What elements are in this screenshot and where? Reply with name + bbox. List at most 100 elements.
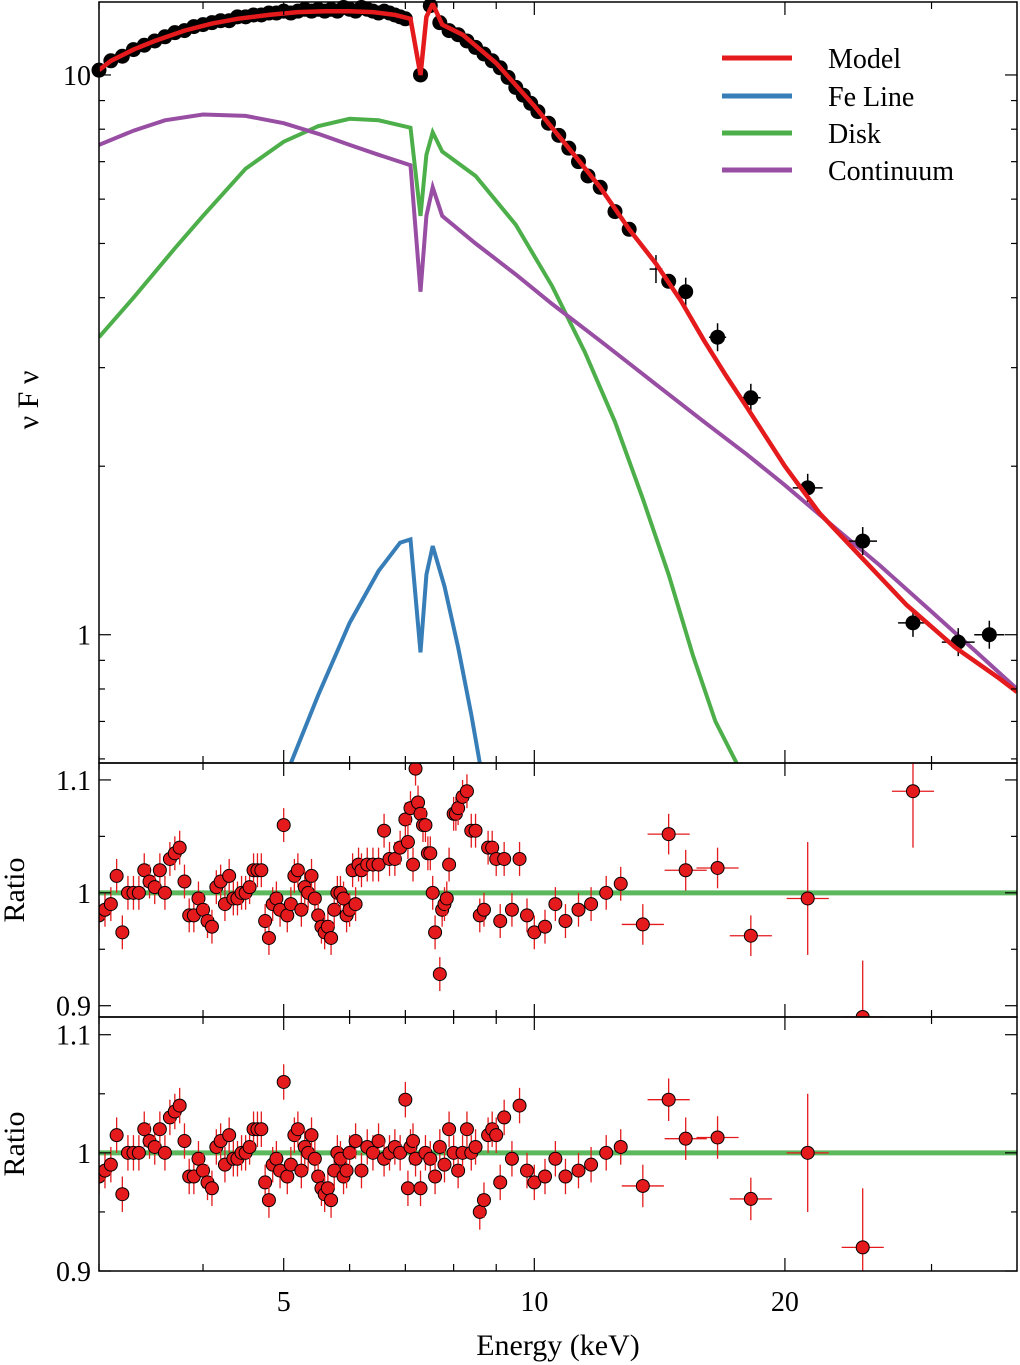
ratio-point [348,897,363,912]
legend-label-disk: Disk [828,119,881,150]
ratio-point [413,1181,428,1196]
ratio-point [398,1092,413,1107]
ratio-point [258,1175,273,1190]
ratio-point [613,876,628,891]
ratio-point [242,880,257,895]
ratio-point [393,1145,408,1160]
legend-label-continuum: Continuum [828,156,954,187]
ratio-point [242,1139,257,1154]
ratio-point [497,851,512,866]
ratio-2-points [99,1064,884,1271]
ratio-point [459,1122,474,1137]
ratio-point [489,1128,504,1143]
ratio-point [339,1163,354,1178]
ratio-point [115,1187,130,1202]
ratio-point [354,1163,369,1178]
ratio-point [635,917,650,932]
x-tick-label: 5 [277,1287,291,1318]
ratio-point [304,868,319,883]
ratio-point [311,1169,326,1184]
ratio-point [371,857,386,872]
ratio-point [406,1134,421,1149]
ratio-point [613,1139,628,1154]
ratio-point [512,851,527,866]
ratio-point [584,897,599,912]
legend: Model Fe Line Disk Continuum [722,44,954,187]
ratio-2-y-tick-label: 1.1 [56,1021,91,1052]
ratio-point [348,1134,363,1149]
ratio-point [423,846,438,861]
ratio-point [103,897,118,912]
ratio-point [442,857,457,872]
ratio-point [411,795,426,810]
ratio-point [377,823,392,838]
data-point [678,284,694,300]
ratio-point [152,863,167,878]
spectrum-y-tick-label: 1 [77,621,91,652]
spectrum-data-points [91,0,1017,694]
ratio-point [855,1010,870,1017]
ratio-point [157,1145,172,1160]
ratio-1-axis-ticks: 0.9 1 1.1 [56,763,1017,1023]
ratio-panel-2: 0.9 1 1.1 5 10 20 Ratio Energy (keV) [0,1016,1018,1362]
ratio-point [400,1181,415,1196]
ratio-point [548,897,563,912]
ratio-point [661,827,676,842]
ratio-point [571,1163,586,1178]
ratio-point [520,1163,535,1178]
ratio-point [800,1145,815,1160]
ratio-point [137,1122,152,1137]
ratio-point [743,928,758,943]
ratio-panel-1: 0.9 1 1.1 Ratio [0,762,1018,1023]
ratio-point [599,885,614,900]
ratio-point [527,925,542,940]
ratio-point [855,1240,870,1255]
ratio-point [451,1163,466,1178]
ratio-point [290,863,305,878]
ratio-point [537,919,552,934]
x-tick-label: 10 [520,1287,548,1318]
ratio-point [280,1169,295,1184]
ratio-point [258,914,273,929]
ratio-point [294,902,309,917]
legend-label-model: Model [828,44,901,75]
data-point [855,533,871,549]
spectrum-y-tick-label: 10 [63,61,91,92]
ratio-point [172,840,187,855]
data-point [710,329,726,345]
ratio-point [459,784,474,799]
ratio-point [204,1181,219,1196]
x-axis-label: Energy (keV) [476,1329,640,1362]
ratio-point [152,1122,167,1137]
ratio-2-ylabel: Ratio [0,1112,31,1177]
ratio-point [103,1157,118,1172]
ratio-1-y-tick-label: 1.1 [56,766,91,797]
ratio-point [254,1122,269,1137]
data-point [905,615,921,631]
ratio-point [432,1139,447,1154]
ratio-point [800,891,815,906]
ratio-point [254,863,269,878]
ratio-point [261,1193,276,1208]
ratio-point [276,1074,291,1089]
ratio-point [406,857,421,872]
ratio-point [661,1092,676,1107]
ratio-point [558,1169,573,1184]
ratio-point [109,868,124,883]
x-tick-label: 20 [771,1287,799,1318]
ratio-point [276,818,291,833]
ratio-point [504,902,519,917]
ratio-point [439,891,454,906]
ratio-point [320,1181,335,1196]
ratio-1-y-tick-label: 0.9 [56,992,91,1023]
ratio-point [520,908,535,923]
ratio-point [476,902,491,917]
ratio-point [428,925,443,940]
ratio-point [109,1128,124,1143]
ratio-point [504,1151,519,1166]
ratio-point [177,874,192,889]
legend-label-fe-line: Fe Line [828,82,914,113]
ratio-point [493,1175,508,1190]
ratio-point [398,812,413,827]
ratio-point [115,925,130,940]
